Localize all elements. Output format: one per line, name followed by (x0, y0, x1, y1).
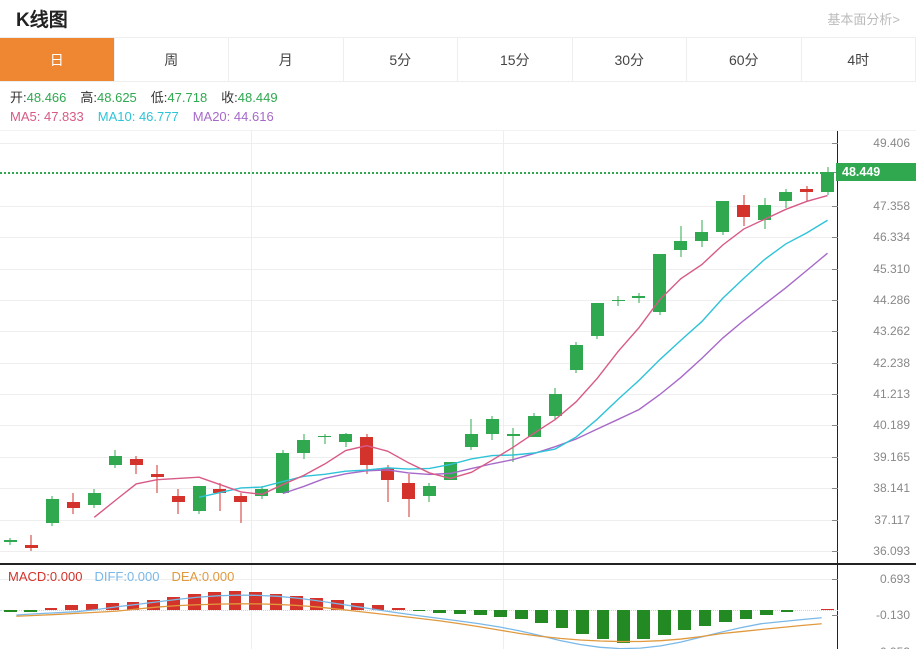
price-axis-label-12: 37.117 (874, 513, 910, 527)
price-axis-label-7: 42.238 (873, 356, 910, 370)
macd-chart[interactable]: 0.693-0.130-0.953-1.776 MACD:0.000 DIFF:… (0, 563, 916, 649)
low-value: 47.718 (167, 90, 207, 105)
price-axis-label-5: 44.286 (873, 293, 910, 307)
high-value: 48.625 (97, 90, 137, 105)
price-axis-label-10: 39.165 (873, 450, 910, 464)
price-axis-label-4: 45.310 (873, 262, 910, 276)
price-axis-label-8: 41.213 (873, 387, 910, 401)
price-axis-label-11: 38.141 (873, 481, 910, 495)
tab-day[interactable]: 日 (0, 38, 115, 81)
macd-axis-label-2: -0.953 (876, 645, 910, 649)
price-axis-label-0: 49.406 (873, 136, 910, 150)
tab-30min[interactable]: 30分 (573, 38, 688, 81)
open-value: 48.466 (27, 90, 67, 105)
ma20-value: 44.616 (234, 109, 274, 124)
chart-wrap: 49.406 48.449 47.358 46.334 45.310 44.286 43.2… (0, 131, 916, 649)
ma5-value: 47.833 (44, 109, 84, 124)
ma-row: MA5: 47.833 MA10: 46.777 MA20: 44.616 (10, 107, 906, 126)
macd-axis-label-0: 0.693 (880, 572, 910, 586)
close-value: 48.449 (238, 90, 278, 105)
page-header: K线图 基本面分析> (0, 0, 916, 38)
ma10-value: 46.777 (139, 109, 179, 124)
tab-5min[interactable]: 5分 (344, 38, 459, 81)
price-axis-label-13: 36.093 (873, 544, 910, 558)
ohlc-ma-stats: 开:48.466 高:48.625 低:47.718 收:48.449 MA5:… (0, 82, 916, 131)
current-price-badge: 48.449 (836, 163, 916, 181)
tab-15min[interactable]: 15分 (458, 38, 573, 81)
price-chart[interactable]: 49.406 48.449 47.358 46.334 45.310 44.286 43.2… (0, 131, 916, 563)
moving-average-lines (0, 131, 838, 563)
current-price-dashed-line (0, 172, 838, 174)
tab-60min[interactable]: 60分 (687, 38, 802, 81)
price-axis-label-6: 43.262 (873, 324, 910, 338)
tab-week[interactable]: 周 (115, 38, 230, 81)
period-tabs: 日 周 月 5分 15分 30分 60分 4时 (0, 38, 916, 82)
fundamental-analysis-link[interactable]: 基本面分析> (827, 9, 900, 28)
tab-month[interactable]: 月 (229, 38, 344, 81)
ohlc-row: 开:48.466 高:48.625 低:47.718 收:48.449 (10, 88, 906, 107)
macd-axis-label-1: -0.130 (876, 608, 910, 622)
macd-diff-dea-lines (0, 565, 838, 649)
tab-4hour[interactable]: 4时 (802, 38, 916, 81)
price-axis-label-2: 47.358 (873, 199, 910, 213)
price-axis-label-3: 46.334 (873, 230, 910, 244)
kline-app: K线图 基本面分析> 日 周 月 5分 15分 30分 60分 4时 开:48.… (0, 0, 916, 649)
price-axis-label-9: 40.189 (873, 418, 910, 432)
page-title: K线图 (16, 5, 68, 32)
